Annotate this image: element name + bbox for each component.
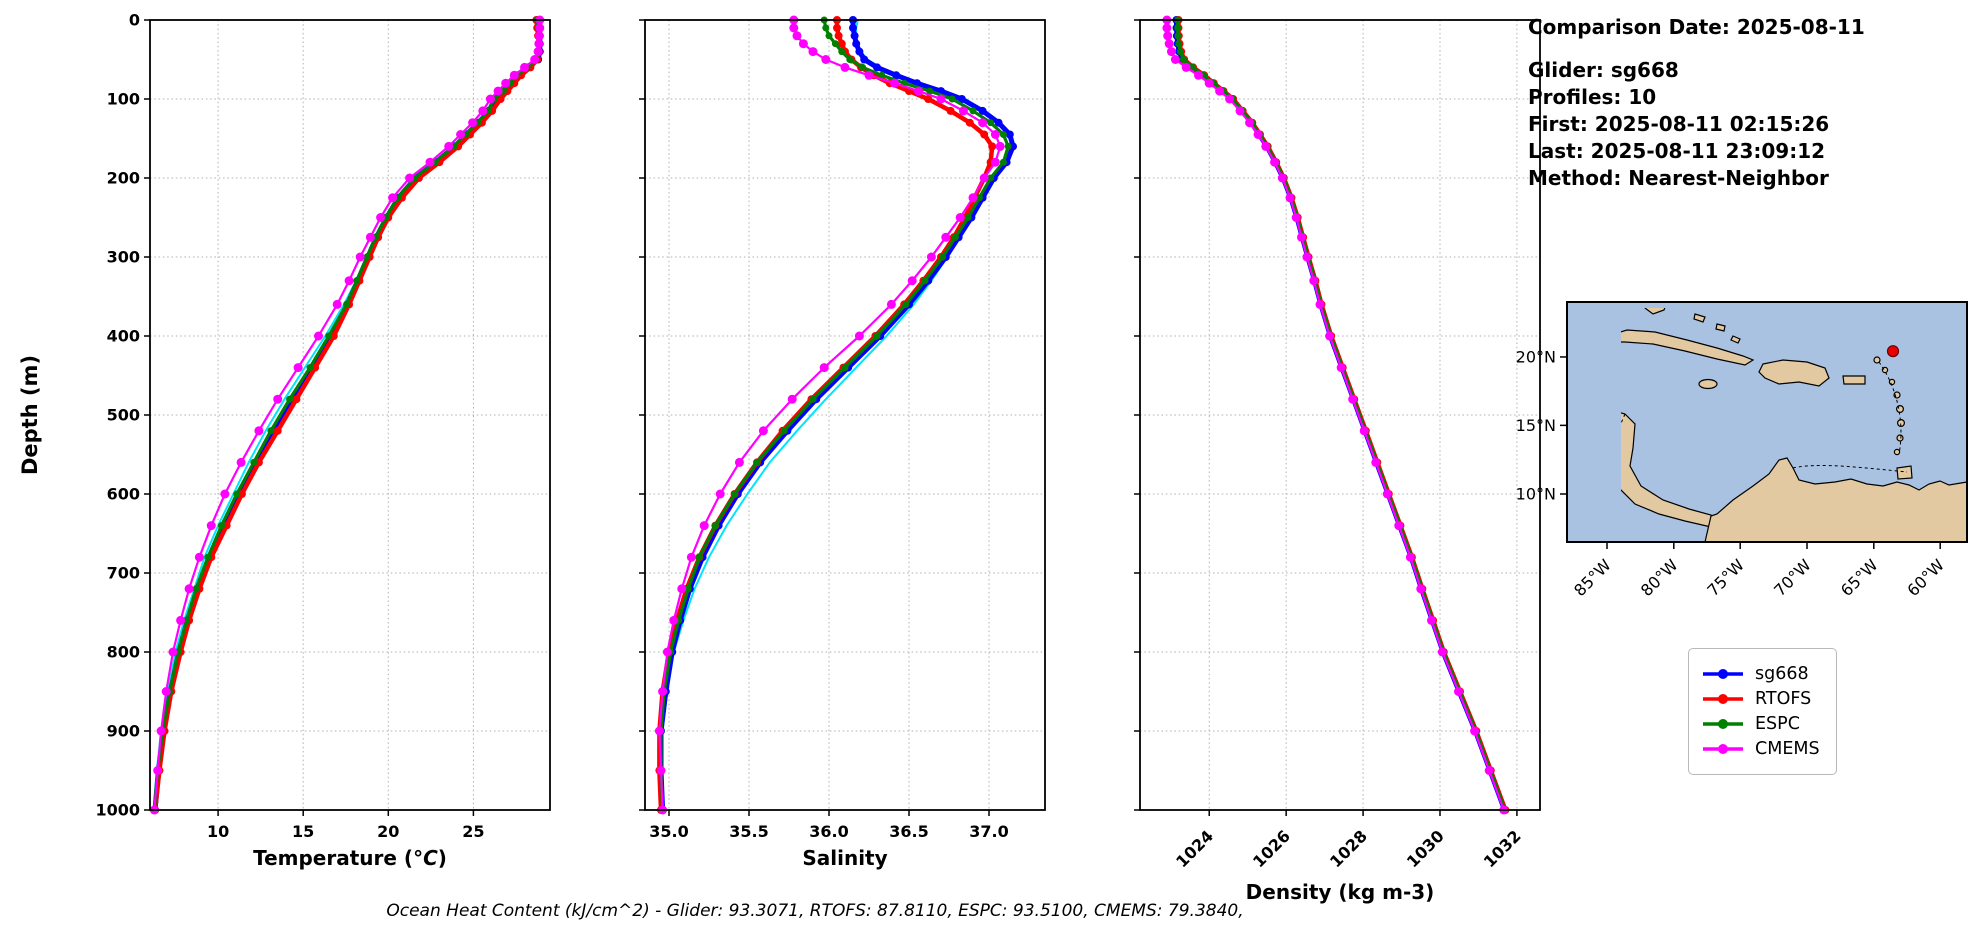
temperature-x-label: Temperature (°C) <box>150 846 550 870</box>
legend-label: sg668 <box>1755 664 1809 684</box>
ohc-footer: Ocean Heat Content (kJ/cm^2) - Glider: 9… <box>386 901 1244 921</box>
comparison-date: Comparison Date: 2025-08-11 <box>1528 15 1865 39</box>
land-central-america <box>1621 412 1715 528</box>
land-antilles-3 <box>1888 378 1896 386</box>
svg-text:300: 300 <box>107 248 140 267</box>
legend-swatch-icon <box>1703 669 1743 679</box>
legend-item-cmems: CMEMS <box>1701 739 1820 759</box>
svg-text:80°W: 80°W <box>1637 555 1682 600</box>
svg-text:37.0: 37.0 <box>969 822 1008 841</box>
temperature-x-label-text: Temperature ( <box>253 846 414 870</box>
metadata-gap <box>1528 41 1865 57</box>
legend-item-sg668: sg668 <box>1701 664 1820 684</box>
svg-text:1026: 1026 <box>1249 826 1294 871</box>
svg-text:700: 700 <box>107 564 140 583</box>
svg-text:75°W: 75°W <box>1703 555 1748 600</box>
density-plot: 1024 1026 1028 1030 1032 Density (kg m-3) <box>1128 8 1552 924</box>
land-antilles-5 <box>1896 404 1905 413</box>
legend-label: ESPC <box>1755 714 1800 734</box>
svg-text:200: 200 <box>107 169 140 188</box>
svg-text:35.0: 35.0 <box>649 822 688 841</box>
svg-text:1028: 1028 <box>1326 826 1371 871</box>
svg-text:1024: 1024 <box>1172 826 1217 871</box>
svg-text:15: 15 <box>292 822 314 841</box>
first-profile-time: First: 2025-08-11 02:15:26 <box>1528 112 1830 136</box>
temperature-x-label-close: ) <box>437 846 447 870</box>
svg-text:10°N: 10°N <box>1516 485 1556 504</box>
salinity-x-label: Salinity <box>645 846 1045 870</box>
legend-item-espc: ESPC <box>1701 714 1820 734</box>
svg-text:20: 20 <box>377 822 399 841</box>
land-cuba <box>1621 329 1755 366</box>
country-border <box>1621 413 1626 425</box>
svg-text:15°N: 15°N <box>1516 416 1556 435</box>
land-antilles-7 <box>1896 434 1904 442</box>
land-florida <box>1644 308 1666 315</box>
glider-location-marker <box>1886 345 1900 358</box>
legend-swatch-icon <box>1703 744 1743 754</box>
salinity-plot: 35.0 35.5 36.0 36.5 37.0 Salinity <box>633 8 1057 924</box>
legend-swatch-icon <box>1703 719 1743 729</box>
land-hispaniola <box>1758 359 1830 387</box>
profiles-count: Profiles: 10 <box>1528 85 1657 109</box>
legend-swatch-icon <box>1703 694 1743 704</box>
map-canvas: 20°N 15°N 10°N 85°W 80°W 75°W 70°W 65°W 60°W <box>1516 301 1968 600</box>
maritime-boundary-2 <box>1878 361 1902 455</box>
svg-text:100: 100 <box>107 90 140 109</box>
svg-text:25: 25 <box>462 822 484 841</box>
glider-name: Glider: sg668 <box>1528 58 1679 82</box>
density-axes: 1024 1026 1028 1030 1032 <box>1134 15 1541 871</box>
land-antilles-1 <box>1873 356 1881 364</box>
salinity-x-label-text: Salinity <box>802 846 888 870</box>
land-antilles-8 <box>1893 448 1901 456</box>
svg-text:900: 900 <box>107 722 140 741</box>
location-map: 20°N 15°N 10°N 85°W 80°W 75°W 70°W 65°W 60°W <box>1513 296 1982 620</box>
land-puerto-rico <box>1842 375 1866 385</box>
map-frame <box>1566 301 1968 543</box>
temperature-unit: °C <box>413 846 438 870</box>
svg-text:65°W: 65°W <box>1837 555 1882 600</box>
svg-text:70°W: 70°W <box>1770 555 1815 600</box>
svg-text:600: 600 <box>107 485 140 504</box>
svg-text:1000: 1000 <box>95 801 140 820</box>
legend-label: CMEMS <box>1755 739 1820 759</box>
land-layer <box>1621 308 1968 543</box>
temperature-axes: 10 15 20 25 0 100 200 300 400 500 600 700 800 900 1000 <box>95 11 551 841</box>
y-axis-label: Depth (m) <box>18 354 42 476</box>
legend-box: sg668 RTOFS ESPC CMEMS <box>1688 648 1837 775</box>
maritime-boundary-1 <box>1792 464 1908 473</box>
svg-text:800: 800 <box>107 643 140 662</box>
svg-text:0: 0 <box>129 11 140 30</box>
svg-text:500: 500 <box>107 406 140 425</box>
svg-text:400: 400 <box>107 327 140 346</box>
temperature-plot: 10 15 20 25 0 100 200 300 400 500 600 700 800 900 1000… <box>90 8 562 924</box>
svg-text:36.0: 36.0 <box>809 822 848 841</box>
salinity-axes: 35.0 35.5 36.0 36.5 37.0 <box>639 15 1046 841</box>
land-south-america <box>1704 457 1968 543</box>
svg-text:36.5: 36.5 <box>889 822 928 841</box>
svg-text:85°W: 85°W <box>1570 555 1615 600</box>
metadata-panel: Comparison Date: 2025-08-11 Glider: sg66… <box>1528 14 1865 192</box>
svg-text:1032: 1032 <box>1480 826 1525 871</box>
legend-item-rtofs: RTOFS <box>1701 689 1820 709</box>
land-jamaica <box>1698 378 1718 390</box>
density-x-label-text: Density (kg m-3) <box>1245 880 1435 904</box>
last-profile-time: Last: 2025-08-11 23:09:12 <box>1528 139 1826 163</box>
svg-text:20°N: 20°N <box>1516 347 1556 366</box>
method-label: Method: Nearest-Neighbor <box>1528 166 1829 190</box>
density-x-label: Density (kg m-3) <box>1140 880 1540 904</box>
svg-text:60°W: 60°W <box>1903 555 1948 600</box>
svg-text:10: 10 <box>207 822 229 841</box>
legend-label: RTOFS <box>1755 689 1812 709</box>
land-trinidad <box>1896 465 1913 480</box>
land-bahamas <box>1693 313 1741 344</box>
svg-text:1030: 1030 <box>1403 826 1448 871</box>
svg-text:35.5: 35.5 <box>729 822 768 841</box>
